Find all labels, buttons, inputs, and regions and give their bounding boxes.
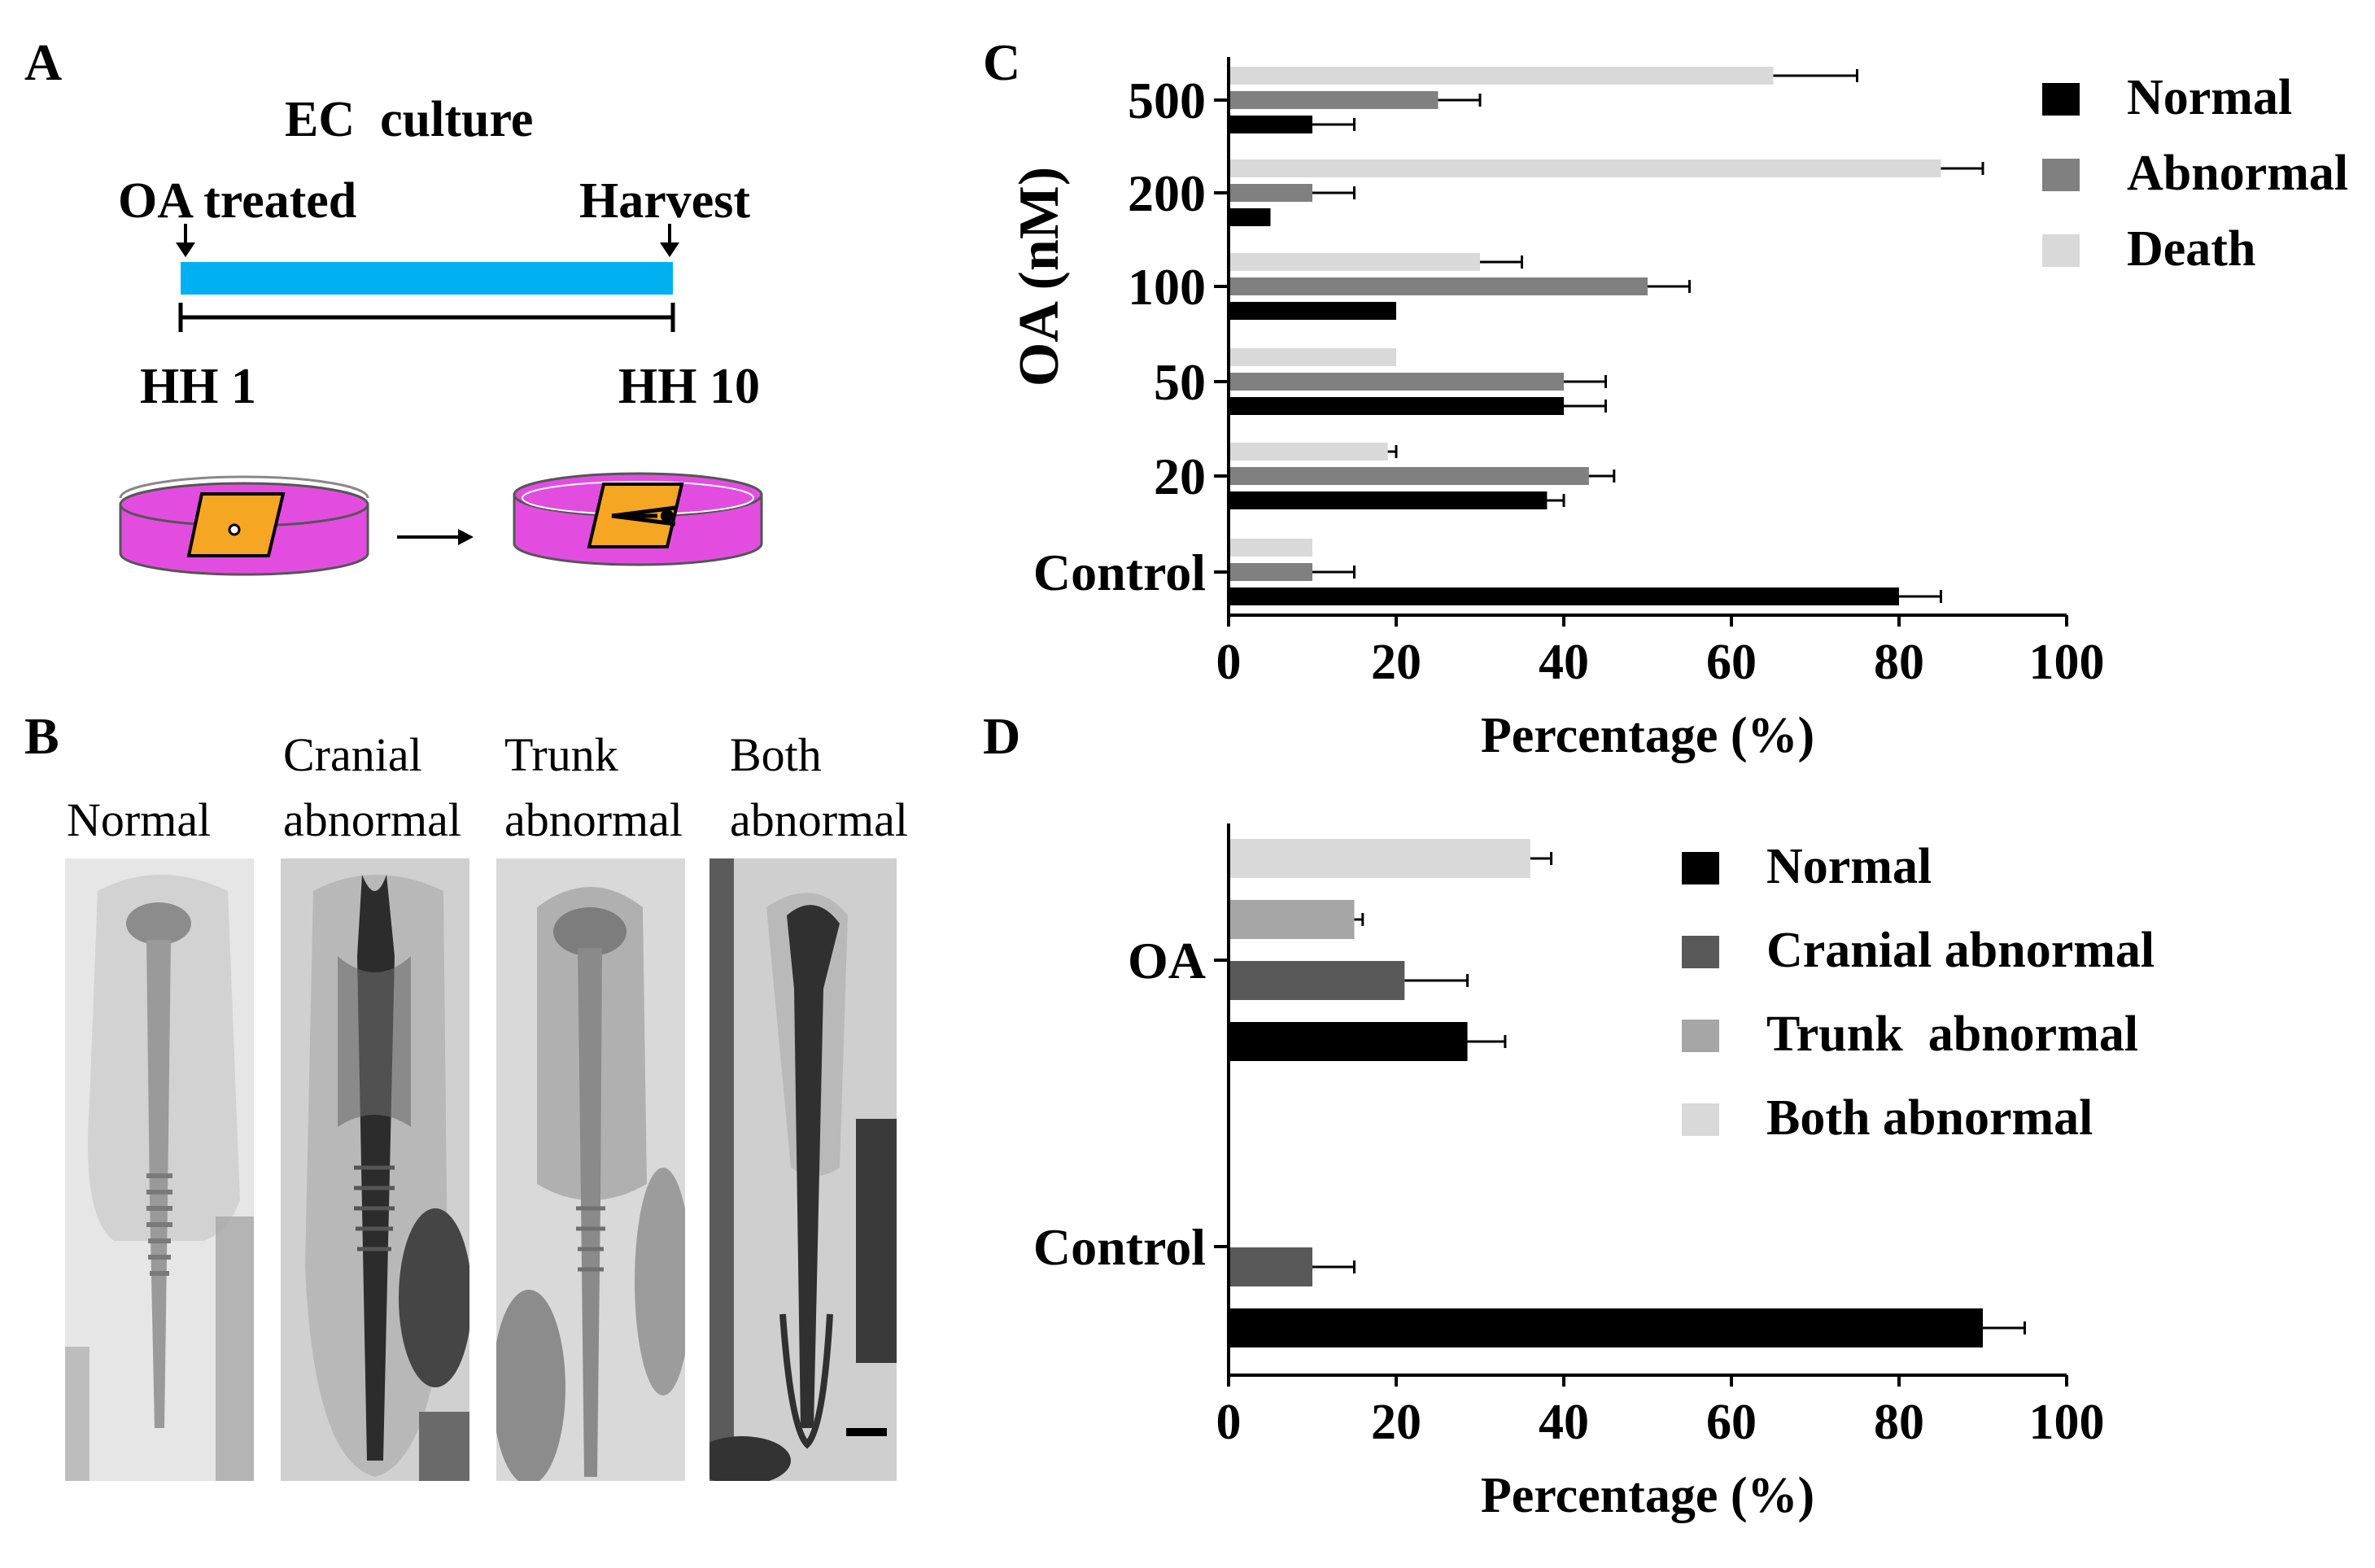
timeline-bracket xyxy=(178,303,675,332)
y-tick-label: Control xyxy=(1033,1218,1206,1276)
y-tick-label: 500 xyxy=(1128,72,1206,129)
hh10-label: HH 10 xyxy=(618,359,760,414)
x-tick-label: 60 xyxy=(1706,635,1757,690)
x-tick-label: 60 xyxy=(1706,1395,1757,1450)
photo-label-both-line1: Both xyxy=(730,728,822,781)
legend-label-trunk-abnormal: Trunk abnormal xyxy=(1766,1007,2138,1062)
x-tick-label: 40 xyxy=(1539,1395,1589,1450)
ec-culture-title: EC culture xyxy=(285,92,534,147)
x-tick-label: 80 xyxy=(1874,635,1924,690)
photo-label-cranial-line2: abnormal xyxy=(283,793,462,846)
culture-dish-end xyxy=(513,472,763,566)
c-bar-control-abnormal xyxy=(1230,563,1312,581)
panel-d-letter: D xyxy=(983,707,1021,765)
photo-label-normal: Normal xyxy=(67,793,212,846)
legend-label-normal: Normal xyxy=(2127,70,2292,125)
oa-treated-arrow xyxy=(176,224,195,257)
y-axis-title: OA (nM) xyxy=(1008,167,1071,387)
x-tick-label: 80 xyxy=(1874,1395,1924,1450)
y-tick-label: 20 xyxy=(1154,448,1206,505)
y-tick-label: 50 xyxy=(1154,353,1206,411)
hh1-label: HH 1 xyxy=(140,359,256,414)
legend-label-abnormal: Abnormal xyxy=(2127,146,2348,201)
legend-swatch-trunk-abnormal xyxy=(1682,1020,1719,1052)
embryo-photo-normal xyxy=(65,858,254,1481)
photo-label-trunk-line1: Trunk xyxy=(504,728,618,781)
photo-label-trunk-line2: abnormal xyxy=(504,793,683,846)
d-bar-oa-cranial-abnormal xyxy=(1230,961,1405,1000)
oa-treated-label: OA treated xyxy=(118,173,357,229)
c-bar-50-death xyxy=(1230,348,1396,366)
x-tick-label: 40 xyxy=(1539,635,1589,690)
legend-label-both-abnormal: Both abnormal xyxy=(1766,1090,2093,1146)
y-tick-label: Control xyxy=(1033,544,1206,601)
chart-c-oa-dose: 0 20 40 60 80 100 Percentage (%) Control 20 50 100… xyxy=(1008,57,2348,763)
d-bar-control-normal xyxy=(1230,1308,1983,1347)
culture-period-bar xyxy=(181,262,673,295)
legend-swatch-normal xyxy=(2042,83,2080,116)
legend-swatch-abnormal xyxy=(2042,159,2080,191)
c-bar-200-abnormal xyxy=(1230,184,1312,202)
culture-dish-start xyxy=(119,475,369,576)
y-tick-label: 100 xyxy=(1128,258,1206,316)
harvest-label: Harvest xyxy=(579,173,751,229)
photo-label-cranial-line1: Cranial xyxy=(283,728,422,781)
x-tick-label: 0 xyxy=(1216,635,1242,690)
d-bar-control-cranial-abnormal xyxy=(1230,1247,1312,1286)
embryo-photo-trunk-abnormal xyxy=(496,858,685,1481)
x-tick-label: 20 xyxy=(1371,1395,1421,1450)
timeline-diagram xyxy=(119,224,763,576)
c-bar-200-death xyxy=(1230,159,1941,177)
progression-arrow xyxy=(397,529,474,545)
chart-d-phenotype: 0 20 40 60 80 100 Percentage (%) Control OA Norma… xyxy=(1033,823,2155,1523)
panel-a-letter: A xyxy=(24,33,63,91)
y-tick-label: OA xyxy=(1128,932,1206,989)
harvest-arrow xyxy=(660,224,679,257)
c-bar-control-normal xyxy=(1230,587,1899,605)
legend-swatch-normal xyxy=(1682,852,1719,884)
panel-b-letter: B xyxy=(24,707,59,765)
d-bar-oa-both-abnormal xyxy=(1230,839,1530,878)
legend-label-death: Death xyxy=(2127,221,2255,277)
c-bar-500-death xyxy=(1230,67,1774,85)
c-bar-500-normal xyxy=(1230,116,1312,133)
c-bar-20-death xyxy=(1230,443,1388,461)
scale-bar xyxy=(846,1428,887,1436)
x-axis-title: Percentage (%) xyxy=(1481,1468,1814,1523)
x-axis-title: Percentage (%) xyxy=(1481,708,1814,763)
x-tick-label: 100 xyxy=(2029,635,2105,690)
c-bar-200-normal xyxy=(1230,208,1271,226)
c-bar-20-abnormal xyxy=(1230,467,1589,485)
legend-label-normal: Normal xyxy=(1766,839,1932,894)
c-bar-100-normal xyxy=(1230,302,1396,320)
y-tick-label: 200 xyxy=(1128,164,1206,222)
embryo-photo-cranial-abnormal xyxy=(281,858,469,1481)
c-bar-50-abnormal xyxy=(1230,373,1564,391)
c-bar-500-abnormal xyxy=(1230,91,1439,109)
c-bar-50-normal xyxy=(1230,397,1564,415)
x-tick-label: 0 xyxy=(1216,1395,1242,1450)
d-bar-oa-normal xyxy=(1230,1022,1468,1061)
legend-swatch-cranial-abnormal xyxy=(1682,936,1719,968)
d-bar-oa-trunk-abnormal xyxy=(1230,900,1355,939)
photo-label-both-line2: abnormal xyxy=(730,793,909,846)
legend-label-cranial-abnormal: Cranial abnormal xyxy=(1766,923,2155,978)
x-tick-label: 20 xyxy=(1371,635,1421,690)
embryo-photo-both-abnormal xyxy=(709,858,897,1481)
c-bar-100-death xyxy=(1230,253,1480,271)
c-bar-20-normal xyxy=(1230,491,1548,509)
legend-swatch-both-abnormal xyxy=(1682,1103,1719,1136)
c-bar-control-death xyxy=(1230,539,1312,557)
legend-swatch-death xyxy=(2042,234,2080,267)
panel-c-letter: C xyxy=(983,33,1021,91)
c-bar-100-abnormal xyxy=(1230,277,1648,295)
x-tick-label: 100 xyxy=(2029,1395,2105,1450)
